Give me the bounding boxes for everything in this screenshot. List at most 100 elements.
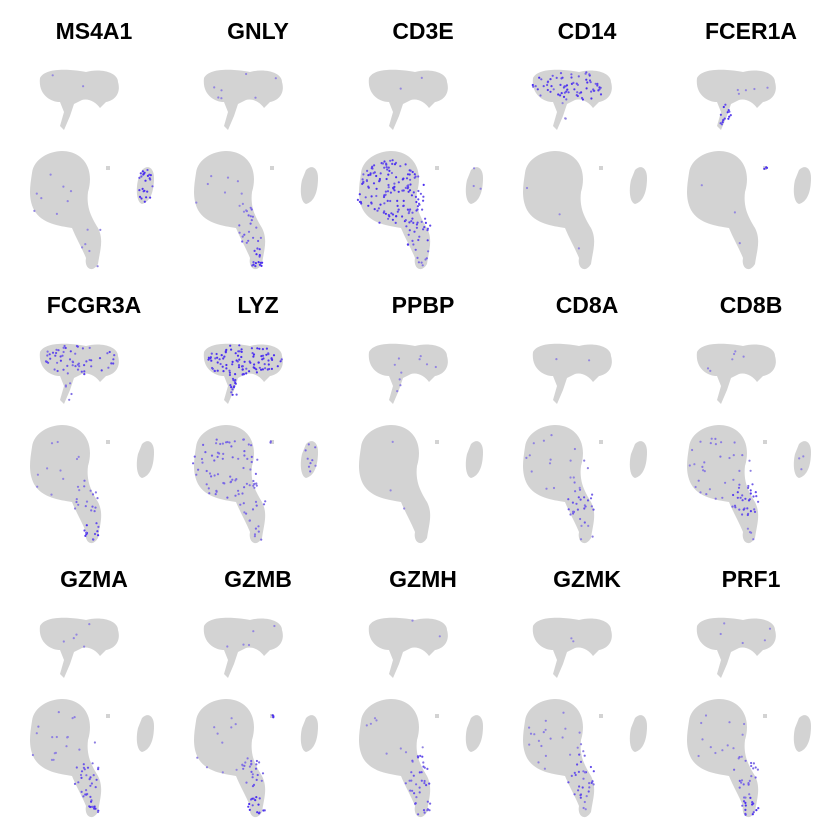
expression-point xyxy=(583,521,586,524)
expression-point xyxy=(798,457,801,460)
expression-point xyxy=(234,494,237,497)
expression-point xyxy=(75,500,78,504)
feature-panel-cd8b: CD8B xyxy=(669,278,833,548)
expression-point xyxy=(213,726,216,729)
expression-point xyxy=(422,228,425,231)
expression-point xyxy=(253,535,256,538)
expression-point xyxy=(746,513,749,517)
expression-point xyxy=(384,212,387,215)
expression-point xyxy=(536,88,539,91)
expression-point xyxy=(68,358,72,361)
expression-point xyxy=(242,438,245,441)
expression-point xyxy=(230,348,233,351)
expression-point xyxy=(97,525,100,528)
expression-point xyxy=(247,214,250,217)
expression-point xyxy=(415,783,418,786)
expression-point xyxy=(193,455,196,458)
expression-point xyxy=(426,239,429,242)
expression-point xyxy=(563,85,566,88)
feature-panel-cd8a: CD8A xyxy=(505,278,669,548)
panel-title: FCER1A xyxy=(704,18,797,44)
expression-point xyxy=(252,479,255,483)
embedding-silhouette xyxy=(194,343,318,544)
expression-point xyxy=(699,440,702,443)
expression-point xyxy=(267,352,270,355)
expression-point xyxy=(96,497,99,500)
embedding-silhouette xyxy=(194,617,318,818)
expression-point xyxy=(424,258,427,261)
expression-point xyxy=(377,207,380,210)
expression-point xyxy=(201,461,204,464)
expression-point xyxy=(238,358,241,361)
expression-point xyxy=(248,808,251,811)
expression-point xyxy=(423,226,426,229)
expression-point xyxy=(69,350,72,353)
expression-point xyxy=(78,489,81,492)
expression-point xyxy=(94,786,97,789)
expression-point xyxy=(697,754,700,758)
expression-point xyxy=(399,165,402,168)
expression-point xyxy=(214,357,217,360)
expression-point xyxy=(243,764,246,767)
expression-point xyxy=(738,242,741,245)
expression-point xyxy=(373,164,376,167)
expression-point xyxy=(46,350,49,353)
panel-title: PPBP xyxy=(391,292,455,318)
expression-point xyxy=(234,723,237,726)
feature-panel-cd3e: CD3E xyxy=(341,4,505,274)
expression-point xyxy=(360,202,363,205)
expression-point xyxy=(567,91,570,94)
expression-point xyxy=(250,460,253,464)
expression-point xyxy=(72,637,75,640)
expression-point xyxy=(232,379,235,382)
expression-point xyxy=(386,190,390,193)
expression-point xyxy=(216,369,219,372)
expression-point xyxy=(59,359,63,362)
expression-point xyxy=(572,510,575,513)
expression-point xyxy=(208,492,211,495)
expression-point xyxy=(272,354,276,357)
embedding-silhouette xyxy=(30,343,154,544)
expression-point xyxy=(82,85,85,88)
expression-point xyxy=(395,215,398,218)
expression-point xyxy=(589,497,593,500)
expression-point xyxy=(83,645,86,648)
expression-point xyxy=(402,177,405,180)
expression-point xyxy=(768,627,772,630)
expression-point xyxy=(362,173,365,176)
expression-point xyxy=(56,369,59,373)
expression-point xyxy=(88,346,91,349)
expression-point xyxy=(728,456,731,460)
expression-point xyxy=(409,169,412,172)
expression-point xyxy=(141,187,144,190)
expression-point xyxy=(69,190,73,193)
expression-point xyxy=(237,366,241,369)
expression-point xyxy=(251,352,254,355)
expression-point xyxy=(309,462,312,465)
expression-point xyxy=(261,772,265,775)
expression-point xyxy=(195,473,198,476)
expression-point xyxy=(59,469,62,472)
embedding-scatter xyxy=(30,617,154,818)
expression-point xyxy=(255,368,258,371)
expression-point xyxy=(257,525,260,528)
expression-point xyxy=(598,88,601,91)
feature-panel-ms4a1: MS4A1 xyxy=(12,4,176,274)
expression-point xyxy=(234,381,237,385)
expression-point xyxy=(590,505,593,508)
expression-point xyxy=(383,160,386,163)
expression-point xyxy=(71,717,74,720)
expression-point xyxy=(245,372,248,375)
expression-point xyxy=(228,373,231,377)
expression-point xyxy=(586,81,589,84)
expression-point xyxy=(31,753,34,757)
expression-point xyxy=(549,458,552,461)
expression-point xyxy=(208,472,212,475)
expression-point xyxy=(258,811,261,814)
expression-point xyxy=(247,443,250,446)
expression-point xyxy=(415,226,418,229)
expression-point xyxy=(235,768,238,771)
expression-point xyxy=(242,373,245,376)
expression-point xyxy=(373,208,376,211)
expression-point xyxy=(737,757,740,760)
